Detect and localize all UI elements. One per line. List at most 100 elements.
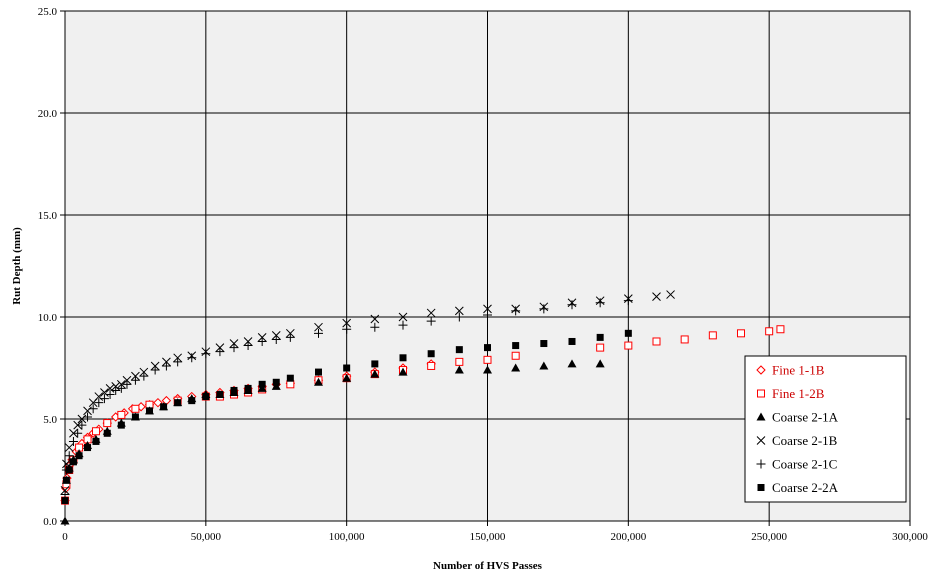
x-tick-label: 0 <box>62 531 68 543</box>
data-point <box>64 451 74 461</box>
x-tick-label: 150,000 <box>470 531 506 543</box>
data-point <box>398 312 408 322</box>
data-point <box>99 394 109 404</box>
data-point <box>595 298 605 308</box>
y-tick-label: 5.0 <box>43 414 57 426</box>
data-point <box>258 380 266 388</box>
data-point <box>370 369 380 378</box>
data-point <box>65 466 73 474</box>
data-point <box>243 341 253 351</box>
data-point <box>484 344 491 352</box>
data-point <box>511 351 520 360</box>
legend-marker-coarse-2-1c <box>756 459 766 469</box>
data-point <box>130 375 140 385</box>
data-point <box>117 421 125 429</box>
data-point <box>483 365 492 374</box>
x-tick-label: 250,000 <box>751 531 787 543</box>
data-point <box>117 410 126 419</box>
data-point <box>483 355 492 364</box>
data-point <box>370 314 380 324</box>
data-point <box>60 516 70 525</box>
data-point <box>105 384 115 393</box>
data-point <box>314 328 323 338</box>
data-point <box>342 373 352 382</box>
y-tick-label: 25.0 <box>38 6 58 18</box>
data-point <box>257 383 267 392</box>
data-point <box>139 371 149 381</box>
data-point <box>567 359 577 368</box>
y-tick-label: 0.0 <box>43 516 57 528</box>
legend-box <box>744 355 907 503</box>
data-point <box>512 342 520 350</box>
data-point <box>257 336 267 346</box>
series-coarse-2-2a <box>61 329 632 505</box>
data-point <box>776 325 785 334</box>
data-point <box>314 322 323 332</box>
data-point <box>708 331 717 340</box>
data-point <box>271 381 281 390</box>
legend-marker-fine-1-2b <box>757 389 765 398</box>
legend-label-fine-1-2b: Fine 1-2B <box>772 386 825 401</box>
data-point <box>116 383 126 393</box>
data-point <box>285 332 295 342</box>
data-point <box>595 359 605 368</box>
x-tick-label: 100,000 <box>329 531 365 543</box>
data-point <box>229 343 239 353</box>
data-point <box>624 341 633 350</box>
legend-label-coarse-2-1b: Coarse 2-1B <box>772 433 838 448</box>
data-point <box>623 296 633 306</box>
data-point <box>230 386 238 394</box>
data-point <box>68 436 78 446</box>
data-point <box>370 322 380 332</box>
data-point <box>75 452 83 460</box>
data-point <box>174 399 182 407</box>
data-point <box>150 365 160 375</box>
data-point <box>511 306 521 316</box>
data-point <box>103 429 111 437</box>
data-point <box>111 385 121 395</box>
data-point <box>511 363 521 372</box>
data-point <box>131 404 140 413</box>
data-point <box>343 364 351 372</box>
data-point <box>398 320 408 330</box>
data-point <box>160 403 168 411</box>
data-point <box>426 316 436 326</box>
data-point <box>92 437 100 445</box>
data-point <box>94 398 104 408</box>
series-coarse-2-1c <box>60 296 633 499</box>
data-point <box>272 378 280 386</box>
x-tick-label: 200,000 <box>610 531 646 543</box>
data-point <box>64 443 74 452</box>
data-point <box>271 334 281 344</box>
data-point <box>83 406 92 416</box>
data-point <box>455 357 464 366</box>
data-point <box>483 304 492 314</box>
data-point <box>73 428 83 438</box>
data-point <box>454 306 464 316</box>
data-point <box>315 368 322 376</box>
data-point <box>666 290 675 299</box>
data-point <box>399 354 407 362</box>
legend-label-coarse-2-1a: Coarse 2-1A <box>772 410 839 425</box>
tick-labels: 0 50,000 100,000 150,000 200,000 250,000 300,0… <box>38 6 929 543</box>
data-point <box>567 300 577 310</box>
legend-marker-coarse-2-2a <box>757 484 765 491</box>
data-point <box>680 335 689 344</box>
data-point <box>122 379 132 389</box>
data-point <box>426 308 436 318</box>
data-point <box>342 324 352 334</box>
data-point <box>216 391 224 399</box>
data-point <box>100 388 109 397</box>
series-coarse-2-1b <box>60 290 675 495</box>
data-point <box>427 350 435 358</box>
data-point <box>652 337 661 346</box>
legend-label-fine-1-1b: Fine 1-1B <box>772 363 825 378</box>
data-point <box>342 318 352 328</box>
data-point <box>371 360 379 368</box>
data-point <box>314 377 323 386</box>
data-point <box>215 347 225 357</box>
y-axis-title: Rut Depth (mm) <box>11 227 23 305</box>
data-point <box>454 365 464 374</box>
data-point <box>286 380 295 389</box>
data-point <box>540 340 548 348</box>
